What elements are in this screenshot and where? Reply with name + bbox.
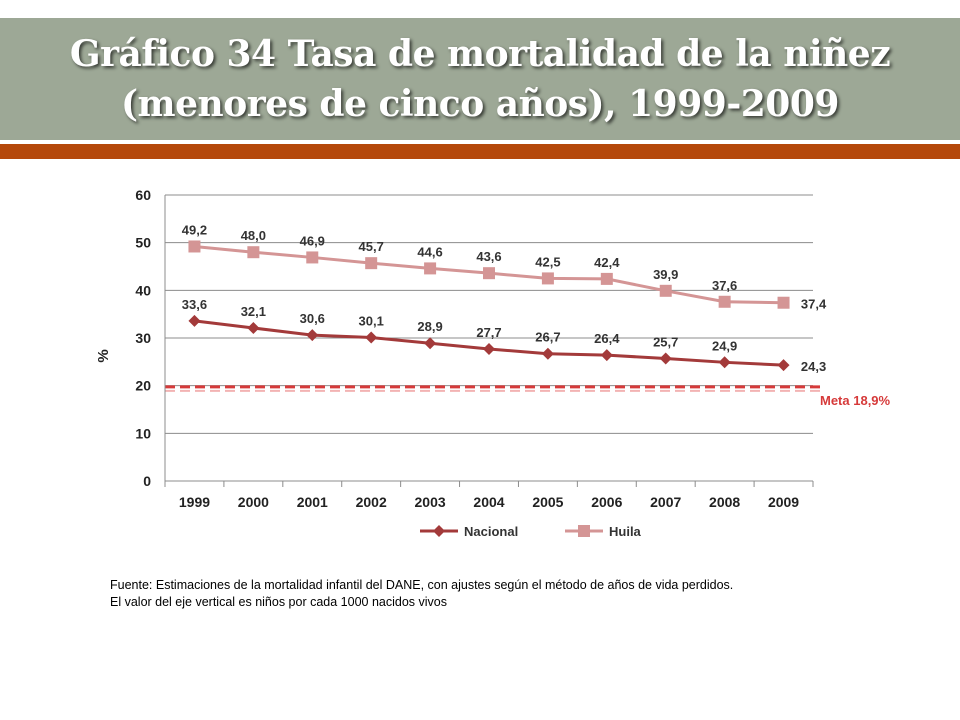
legend: Nacional Huila [420, 524, 642, 539]
data-label: 26,4 [594, 331, 620, 346]
data-label: 25,7 [653, 334, 678, 349]
diamond-marker [424, 337, 437, 350]
x-tick-label: 2005 [532, 494, 563, 510]
diamond-marker [777, 359, 790, 372]
square-marker [578, 525, 590, 537]
data-label: 37,6 [712, 278, 737, 293]
square-marker [247, 246, 260, 259]
x-tick-label: 2001 [297, 494, 328, 510]
title-accent-bar [0, 144, 960, 159]
y-tick-label: 30 [135, 330, 151, 346]
y-tick-label: 10 [135, 425, 151, 441]
data-label: 46,9 [300, 233, 325, 248]
series-group [188, 240, 790, 372]
x-tick-label: 2000 [238, 494, 269, 510]
square-marker [659, 284, 672, 297]
data-label: 42,5 [535, 254, 560, 269]
diamond-marker [247, 321, 260, 334]
data-label: 27,7 [476, 325, 501, 340]
diamond-marker [541, 347, 554, 360]
square-marker [188, 240, 201, 253]
data-label: 48,0 [241, 228, 266, 243]
source-note: Fuente: Estimaciones de la mortalidad in… [110, 578, 734, 592]
y-tick-label: 20 [135, 378, 151, 394]
y-axis-title: % [95, 349, 112, 362]
y-tick-label: 60 [135, 187, 151, 203]
x-tick-label: 1999 [179, 494, 210, 510]
x-tick-label: 2006 [591, 494, 622, 510]
legend-label: Huila [609, 524, 642, 539]
square-marker [777, 296, 790, 309]
x-tick-label: 2007 [650, 494, 681, 510]
data-label: 24,3 [801, 359, 826, 374]
diamond-marker [718, 356, 731, 369]
data-label: 30,1 [359, 314, 384, 329]
data-label: 33,6 [182, 297, 207, 312]
diamond-marker [600, 349, 613, 362]
square-marker [600, 272, 613, 285]
data-label: 42,4 [594, 255, 620, 270]
data-label: 44,6 [417, 244, 442, 259]
legend-label: Nacional [464, 524, 518, 539]
diamond-marker [483, 342, 495, 355]
axes: 0 10 20 30 40 50 60 1999 2000 2001 2002 2003 2004 200… [95, 187, 814, 510]
reference-line-group: Meta 18,9% [165, 385, 891, 408]
square-marker [424, 262, 437, 275]
axis-unit-note: El valor del eje vertical es niños por c… [110, 595, 447, 609]
x-tick-label: 2004 [473, 494, 504, 510]
data-label: 37,4 [801, 297, 827, 312]
square-marker [483, 267, 495, 280]
data-label: 45,7 [359, 239, 384, 254]
diamond-marker [433, 525, 445, 537]
data-label: 43,6 [476, 249, 501, 264]
data-label: 32,1 [241, 304, 266, 319]
data-label: 28,9 [417, 319, 442, 334]
x-tick-label: 2002 [356, 494, 387, 510]
data-label: 24,9 [712, 338, 737, 353]
data-label: 26,7 [535, 330, 560, 345]
y-tick-label: 0 [143, 473, 151, 489]
y-tick-label: 50 [135, 235, 151, 251]
legend-item-huila: Huila [565, 524, 642, 539]
diamond-marker [188, 314, 201, 327]
data-label: 49,2 [182, 222, 207, 237]
square-marker [541, 272, 554, 285]
x-tick-label: 2003 [415, 494, 446, 510]
data-labels: 33,6 32,1 30,6 30,1 28,9 27,7 26,7 26,4 25,7 24,9… [182, 222, 827, 374]
slide-title: Gráfico 34 Tasa de mortalidad de la niñe… [69, 33, 891, 125]
y-tick-label: 40 [135, 282, 151, 298]
square-marker [306, 251, 319, 264]
title-accent-gap [0, 140, 960, 144]
square-marker [365, 257, 378, 270]
square-marker [718, 295, 731, 308]
diamond-marker [306, 329, 319, 342]
x-tick-label: 2009 [768, 494, 799, 510]
diamond-marker [365, 331, 378, 344]
data-label: 39,9 [653, 267, 678, 282]
chart-notes: Fuente: Estimaciones de la mortalidad in… [110, 577, 832, 611]
target-line-label: Meta 18,9% [820, 393, 891, 408]
x-tick-label: 2008 [709, 494, 740, 510]
diamond-marker [659, 352, 672, 365]
legend-item-nacional: Nacional [420, 524, 518, 539]
title-bar: Gráfico 34 Tasa de mortalidad de la niñe… [0, 18, 960, 140]
data-label: 30,6 [300, 311, 325, 326]
